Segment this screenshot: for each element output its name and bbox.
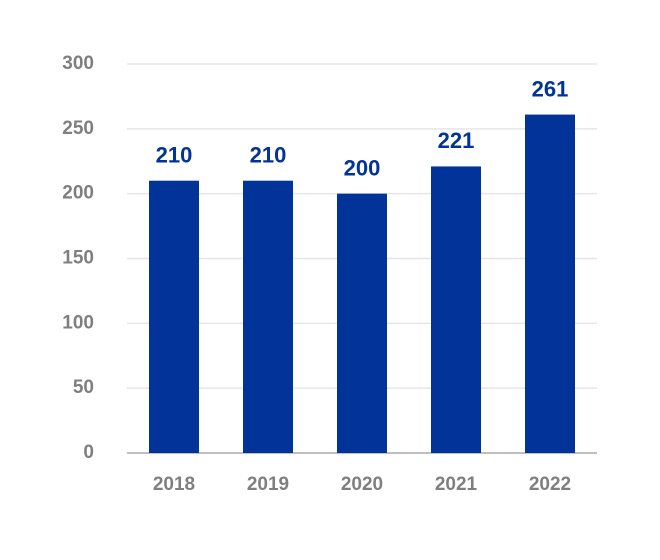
bar (149, 180, 199, 453)
y-tick-label: 100 (62, 312, 94, 333)
x-tick-label: 2021 (435, 474, 478, 495)
bar (337, 193, 387, 453)
value-label: 221 (438, 128, 475, 153)
value-label: 261 (532, 76, 569, 101)
bar (243, 180, 293, 453)
y-tick-label: 300 (62, 53, 94, 74)
y-tick-label: 150 (62, 248, 94, 269)
value-label: 210 (250, 143, 287, 168)
bar (431, 166, 481, 454)
y-tick-label: 250 (62, 118, 94, 139)
y-tick-label: 50 (73, 377, 94, 398)
value-label: 200 (344, 155, 381, 180)
bar (525, 114, 575, 453)
y-tick-label: 0 (83, 442, 94, 463)
value-label: 210 (156, 143, 193, 168)
x-tick-label: 2019 (247, 474, 289, 495)
x-tick-label: 2020 (341, 474, 383, 495)
x-tick-label: 2018 (153, 474, 195, 495)
x-tick-label: 2022 (529, 474, 571, 495)
y-tick-label: 200 (62, 183, 94, 204)
